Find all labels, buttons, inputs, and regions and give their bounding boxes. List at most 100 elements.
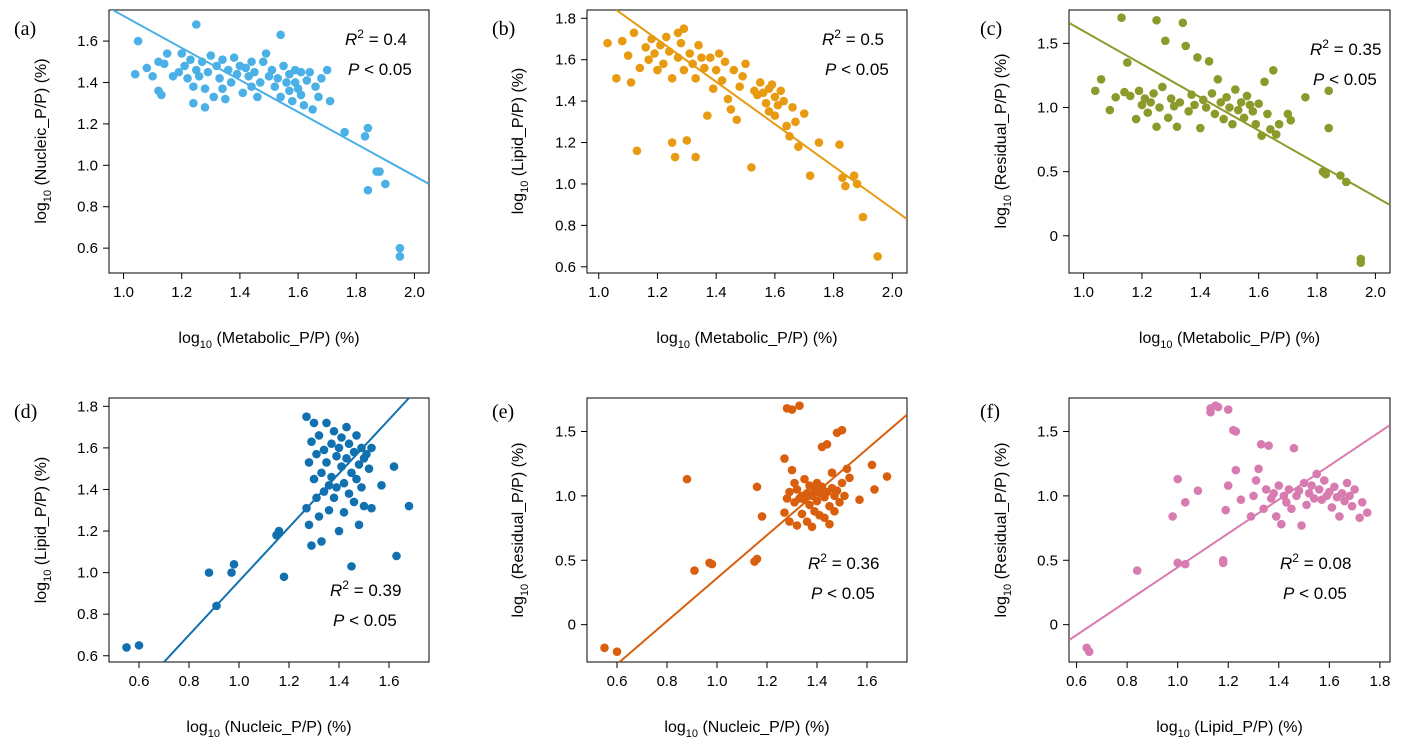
data-point [697, 53, 706, 62]
data-point [650, 49, 659, 58]
data-point [1355, 513, 1364, 523]
point-group [1090, 13, 1366, 268]
x-tick-label: 1.4 [706, 284, 727, 301]
y-axis-label: log10 (Residual_P/P) (%) [993, 443, 1014, 618]
data-point [1132, 566, 1142, 575]
data-point [1268, 65, 1278, 75]
x-tick-label: 1.6 [857, 673, 878, 690]
data-point [603, 38, 612, 48]
x-tick-label: 2.0 [882, 284, 903, 301]
y-axis-label: log10 (Lipid_P/P) (%) [33, 457, 54, 604]
scatter-panel: 0.6 0.8 1.0 1.2 1.4 1.6 0.6 0.8 1.0 1.2 1.4 1.6 1.8 (… [14, 397, 430, 740]
data-point [807, 522, 817, 532]
data-point [1111, 92, 1120, 102]
data-point [629, 28, 639, 38]
data-point [782, 121, 791, 131]
data-point [279, 572, 289, 582]
data-point [273, 74, 283, 83]
data-point [392, 551, 401, 561]
data-point [1345, 491, 1354, 501]
data-point [600, 643, 609, 653]
data-point [1231, 465, 1241, 475]
data-point [1319, 476, 1329, 485]
data-point [1216, 98, 1226, 107]
data-point [1184, 107, 1193, 116]
data-point [1193, 486, 1203, 496]
data-point [307, 541, 316, 550]
data-point [309, 474, 319, 484]
data-point [347, 468, 356, 478]
y-tick-label: 0.8 [77, 606, 98, 623]
data-point [191, 20, 201, 29]
data-point [253, 92, 262, 102]
data-point [311, 82, 320, 91]
data-point [204, 568, 214, 577]
data-point [367, 503, 376, 513]
y-axis-label: log10 (Residual_P/P) (%) [993, 54, 1014, 229]
data-point [708, 84, 718, 93]
x-axis-label: log10 (Lipid_P/P) (%) [1156, 719, 1303, 740]
data-point [840, 491, 849, 501]
data-point [1204, 57, 1214, 66]
data-point [1225, 103, 1234, 112]
y-axis-label: log10 (Residual_P/P) (%) [510, 443, 531, 618]
data-point [319, 445, 329, 455]
data-point [641, 42, 651, 52]
data-point [797, 509, 807, 519]
plot-frame [1068, 397, 1391, 663]
data-point [1263, 109, 1272, 119]
data-point [785, 487, 794, 497]
data-point [790, 478, 799, 488]
data-point [334, 443, 344, 453]
data-point [667, 138, 677, 147]
data-point [1324, 123, 1334, 133]
data-point [200, 103, 210, 112]
r-squared-label: R2 = 0.08 [1280, 551, 1351, 573]
x-tick-label: 1.0 [229, 673, 250, 690]
data-point [1201, 103, 1211, 112]
data-point [354, 520, 364, 530]
regression-line [110, 10, 429, 185]
plot-frame [1068, 9, 1391, 274]
data-point [1236, 495, 1246, 505]
data-point [362, 449, 371, 459]
data-point [770, 111, 780, 120]
p-value-label: P < 0.05 [333, 611, 397, 630]
r-squared-label: R2 = 0.5 [822, 27, 884, 49]
data-point [296, 67, 306, 77]
plot-frame [586, 9, 908, 274]
data-point [227, 568, 236, 577]
x-tick-label: 0.6 [607, 673, 628, 690]
data-point [183, 74, 192, 83]
data-point [849, 171, 859, 180]
data-point [258, 57, 268, 67]
data-point [279, 61, 288, 71]
y-tick-label: 1.6 [555, 52, 576, 69]
data-point [395, 243, 405, 253]
panel-label: (a) [14, 18, 36, 40]
data-point [344, 439, 354, 449]
x-axis-label: log10 (Metabolic_P/P) (%) [656, 330, 837, 351]
x-tick-label: 1.8 [823, 284, 844, 301]
data-point [296, 90, 306, 100]
data-point [1228, 119, 1237, 129]
data-point [723, 94, 733, 104]
x-tick-label: 1.6 [1319, 673, 1340, 690]
data-point [1117, 13, 1126, 22]
data-point [1264, 441, 1273, 450]
x-tick-label: 1.2 [1218, 673, 1239, 690]
data-point [305, 67, 315, 77]
data-point [780, 454, 789, 463]
data-point [342, 453, 351, 463]
data-point [221, 94, 230, 104]
data-point [1161, 36, 1170, 46]
scatter-panel: 1.0 1.2 1.4 1.6 1.8 2.0 0.6 0.8 1.0 1.2 1.4 1.6 1.8 (… [492, 9, 908, 351]
data-point [1357, 498, 1367, 507]
y-tick-label: 1.8 [77, 398, 98, 415]
data-point [377, 481, 386, 490]
data-point [1301, 92, 1310, 102]
data-point [322, 65, 332, 75]
regression-line [163, 398, 410, 662]
data-point [148, 71, 157, 81]
